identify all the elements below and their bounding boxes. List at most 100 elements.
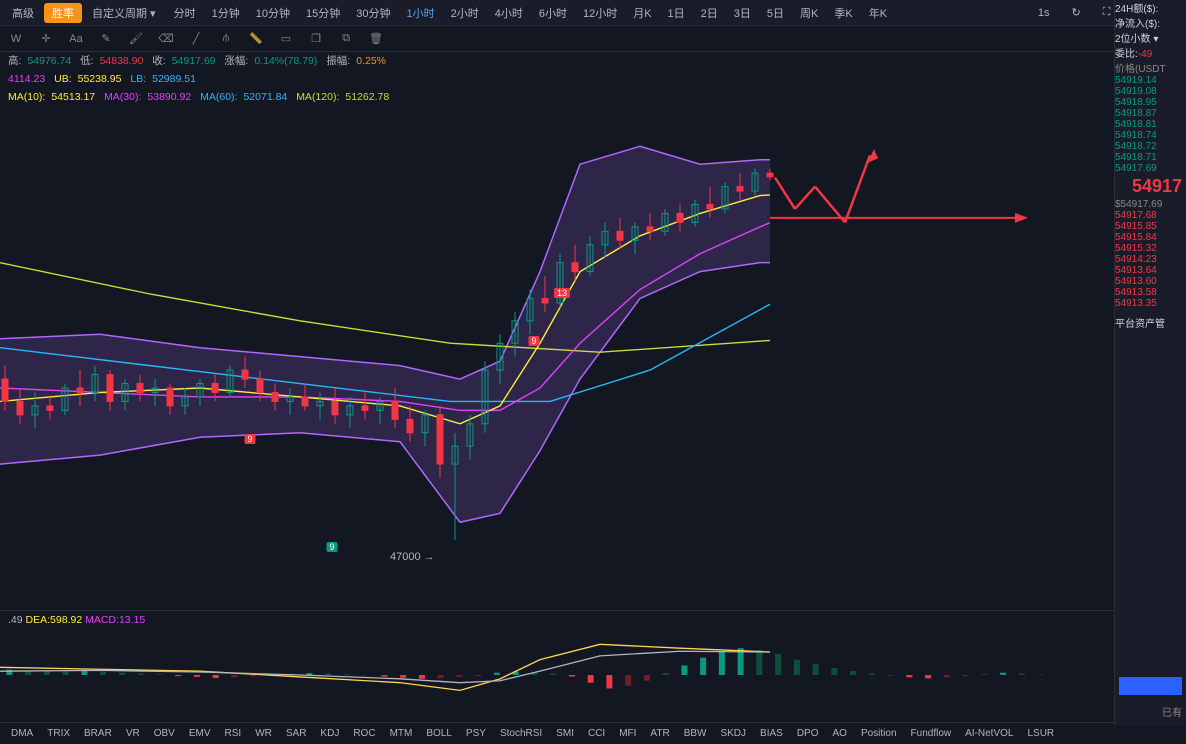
indicator-lsur[interactable]: LSUR — [1022, 728, 1059, 739]
price-header: 价格(USDT — [1115, 60, 1186, 75]
indicator-wr[interactable]: WR — [250, 728, 277, 739]
brush-icon[interactable]: 🖌 — [128, 31, 144, 47]
indicator-mtm[interactable]: MTM — [385, 728, 418, 739]
decimals-dropdown[interactable]: 2位小数 ▾ — [1115, 30, 1186, 45]
period-30分钟[interactable]: 30分钟 — [348, 2, 398, 24]
blue-action-button[interactable] — [1119, 677, 1182, 695]
assets-header[interactable]: 平台资产管 — [1115, 315, 1186, 330]
indicator-dpo[interactable]: DPO — [792, 728, 824, 739]
period-1小时[interactable]: 1小时 — [398, 2, 442, 24]
period-6小时[interactable]: 6小时 — [531, 2, 575, 24]
candle-marker: 9 — [326, 542, 337, 552]
period-年K[interactable]: 年K — [861, 2, 895, 24]
period-5日[interactable]: 5日 — [759, 2, 792, 24]
indicator-kdj[interactable]: KDJ — [315, 728, 344, 739]
ohlc-info: 高:54976.74 低:54838.90 收:54917.69 涨幅:0.14… — [0, 52, 1186, 70]
bid-row[interactable]: 54913.58 — [1115, 287, 1186, 298]
indicator-bias[interactable]: BIAS — [755, 728, 788, 739]
bid-row[interactable]: 54913.35 — [1115, 298, 1186, 309]
indicator-bbw[interactable]: BBW — [679, 728, 712, 739]
custom-period-dropdown[interactable]: 自定义周期 ▾ — [84, 2, 164, 24]
low-annotation: 47000 → — [390, 551, 435, 563]
shape-icon[interactable]: ▭ — [278, 31, 294, 47]
pencil-icon[interactable]: ✎ — [98, 31, 114, 47]
indicator-psy[interactable]: PSY — [461, 728, 491, 739]
period-12小时[interactable]: 12小时 — [575, 2, 625, 24]
ask-row[interactable]: 54917.69 — [1115, 163, 1186, 174]
period-15分钟[interactable]: 15分钟 — [298, 2, 348, 24]
text-icon[interactable]: Aa — [68, 31, 84, 47]
indicator-boll[interactable]: BOLL — [421, 728, 457, 739]
ask-row[interactable]: 54918.74 — [1115, 130, 1186, 141]
indicator-ao[interactable]: AO — [828, 728, 852, 739]
bid-row[interactable]: 54913.60 — [1115, 276, 1186, 287]
period-2日[interactable]: 2日 — [693, 2, 726, 24]
indicator-fundflow[interactable]: Fundflow — [906, 728, 957, 739]
indicator-emv[interactable]: EMV — [184, 728, 216, 739]
indicator-mfi[interactable]: MFI — [614, 728, 641, 739]
indicator-ai-netvol[interactable]: AI-NetVOL — [960, 728, 1018, 739]
line-icon[interactable]: ╱ — [188, 31, 204, 47]
period-分时[interactable]: 分时 — [166, 2, 204, 24]
trash-icon[interactable]: 🗑 — [368, 31, 384, 47]
advanced-tab[interactable]: 高级 — [4, 2, 42, 24]
orderbook-panel: 24H额($): 净流入($): 2位小数 ▾ 委比:-49 价格(USDT 5… — [1114, 0, 1186, 725]
owned-label: 已有 — [1162, 704, 1182, 719]
bid-row[interactable]: 54917.68 — [1115, 210, 1186, 221]
magnet-icon[interactable]: ⧉ — [338, 31, 354, 47]
period-1分钟[interactable]: 1分钟 — [204, 2, 248, 24]
price-chart[interactable]: 99913 47000 → — [0, 106, 1122, 610]
indicator-dma[interactable]: DMA — [6, 728, 38, 739]
period-月K[interactable]: 月K — [625, 2, 659, 24]
indicator-trix[interactable]: TRIX — [42, 728, 75, 739]
bid-row[interactable]: 54913.64 — [1115, 265, 1186, 276]
winrate-button[interactable]: 胜率 — [44, 3, 82, 23]
period-3日[interactable]: 3日 — [726, 2, 759, 24]
ask-row[interactable]: 54918.87 — [1115, 108, 1186, 119]
bid-row[interactable]: 54914.23 — [1115, 254, 1186, 265]
h24-label: 24H额($): — [1115, 0, 1186, 15]
indicator-obv[interactable]: OBV — [149, 728, 180, 739]
indicator-stochrsi[interactable]: StochRSI — [495, 728, 547, 739]
period-10分钟[interactable]: 10分钟 — [248, 2, 298, 24]
indicator-roc[interactable]: ROC — [348, 728, 380, 739]
period-1日[interactable]: 1日 — [660, 2, 693, 24]
indicator-rsi[interactable]: RSI — [220, 728, 247, 739]
bid-row[interactable]: 54915.84 — [1115, 232, 1186, 243]
period-2小时[interactable]: 2小时 — [443, 2, 487, 24]
period-周K[interactable]: 周K — [792, 2, 826, 24]
indicator-position[interactable]: Position — [856, 728, 902, 739]
indicator-atr[interactable]: ATR — [645, 728, 674, 739]
netflow-label: 净流入($): — [1115, 15, 1186, 30]
bid-row[interactable]: 54915.85 — [1115, 221, 1186, 232]
ask-row[interactable]: 54918.72 — [1115, 141, 1186, 152]
ruler-icon[interactable]: 📏 — [248, 31, 264, 47]
fib-icon[interactable]: ⫛ — [218, 31, 234, 47]
indicator-skdj[interactable]: SKDJ — [715, 728, 751, 739]
layers-icon[interactable]: ❐ — [308, 31, 324, 47]
reload-icon[interactable]: ↻ — [1064, 3, 1089, 22]
ask-row[interactable]: 54919.14 — [1115, 75, 1186, 86]
period-季K[interactable]: 季K — [826, 2, 860, 24]
bid-row[interactable]: 54915.32 — [1115, 243, 1186, 254]
band-info: 4114.23 UB:55238.95 LB:52989.51 — [0, 70, 1186, 88]
candle-marker: 9 — [244, 434, 255, 444]
indicator-cci[interactable]: CCI — [583, 728, 610, 739]
tool-w[interactable]: W — [8, 31, 24, 47]
ask-row[interactable]: 54918.95 — [1115, 97, 1186, 108]
crosshair-icon[interactable]: ✛ — [38, 31, 54, 47]
candle-marker: 9 — [528, 336, 539, 346]
last-price-big: 54917 — [1115, 174, 1186, 199]
ask-row[interactable]: 54918.71 — [1115, 152, 1186, 163]
refresh-rate[interactable]: 1s — [1030, 4, 1058, 22]
indicator-brar[interactable]: BRAR — [79, 728, 117, 739]
macd-chart[interactable]: .49 DEA:598.92 MACD:13.15 — [0, 611, 1122, 722]
ask-row[interactable]: 54919.08 — [1115, 86, 1186, 97]
indicator-sar[interactable]: SAR — [281, 728, 312, 739]
indicator-smi[interactable]: SMI — [551, 728, 579, 739]
ask-row[interactable]: 54918.81 — [1115, 119, 1186, 130]
macd-panel: .49 DEA:598.92 MACD:13.15 -1000.000.0010… — [0, 610, 1186, 722]
period-4小时[interactable]: 4小时 — [487, 2, 531, 24]
eraser-icon[interactable]: ⌫ — [158, 31, 174, 47]
indicator-vr[interactable]: VR — [121, 728, 145, 739]
